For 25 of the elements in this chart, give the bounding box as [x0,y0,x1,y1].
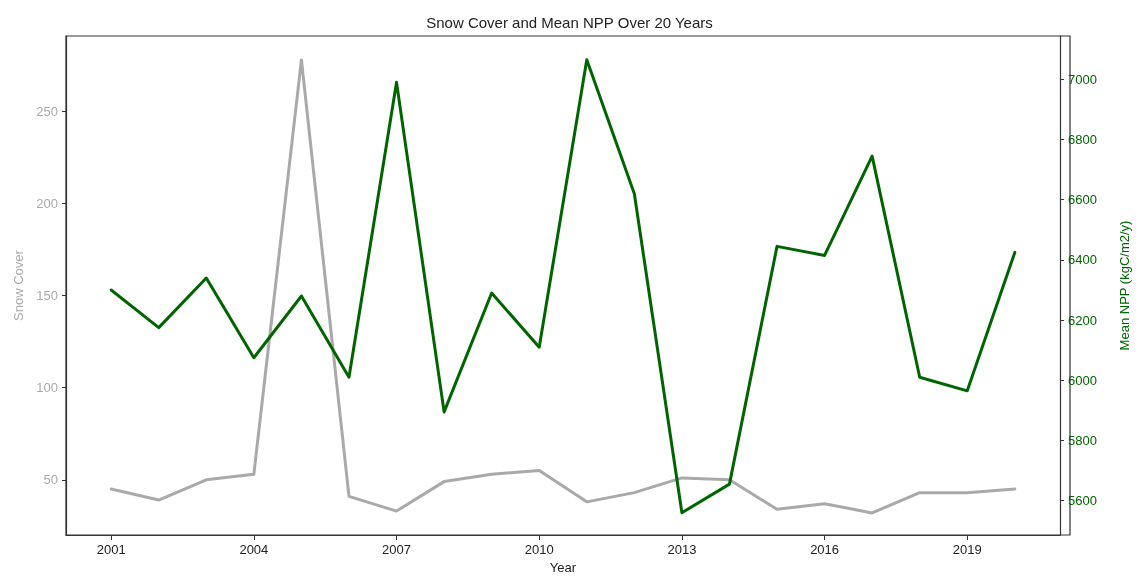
x-tick-label: 2007 [382,542,411,557]
line-series [109,58,1017,515]
y-tick-label: 250 [36,103,58,119]
chart-title: Snow Cover and Mean NPP Over 20 Years [426,14,713,31]
y2-tick-label: 7000 [1068,71,1097,87]
y2-tick-label: 5600 [1068,493,1097,509]
y2-tick-label: 6400 [1068,252,1097,268]
y2-tick-label: 6200 [1068,312,1097,328]
y2-axis-title: Mean NPP (kgC/m2/y) [1117,220,1132,351]
x-tick-label: 2016 [810,542,840,557]
y2-tick-label: 6000 [1068,372,1097,388]
y2-tick-label: 6800 [1068,132,1097,148]
x-tick-label: 2019 [952,542,982,557]
y-tick-label: 200 [36,196,58,212]
y-tick-label: 150 [36,288,58,304]
y-axis-title: Snow Cover [11,249,27,321]
x-tick-label: 2001 [96,542,126,557]
y2-tick-label: 5800 [1068,433,1097,448]
y2-tick-label: 6600 [1068,192,1097,208]
y-tick-label: 50 [43,472,58,488]
x-tick-label: 2010 [524,542,554,557]
x-tick-label: 2004 [239,542,269,557]
x-axis-title: Year [549,560,577,575]
x-tick-label: 2013 [667,542,697,557]
y-tick-label: 100 [36,380,58,396]
